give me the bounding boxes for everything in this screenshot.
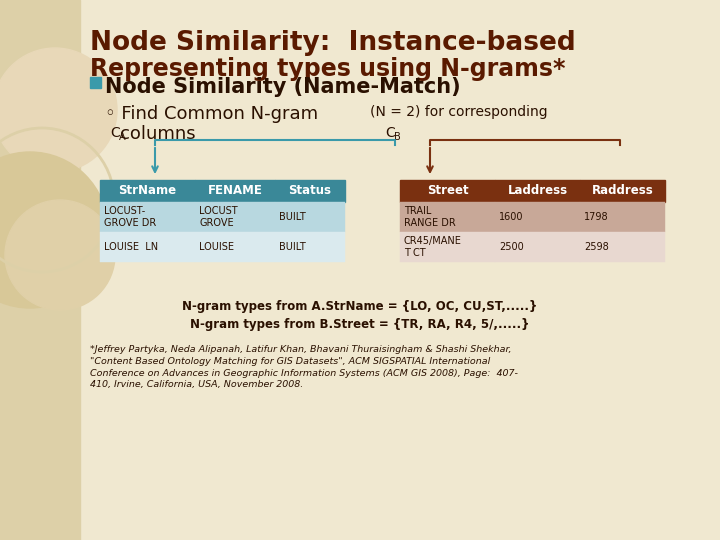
Text: 1600: 1600 (499, 212, 523, 222)
Bar (100, 180, 195, 202)
Circle shape (0, 48, 117, 172)
Text: columns: columns (120, 125, 196, 143)
Text: Laddress: Laddress (508, 185, 567, 198)
Text: N-gram types from A.StrName = {LO, OC, CU,ST,.....}: N-gram types from A.StrName = {LO, OC, C… (182, 300, 538, 313)
Bar (90, 77, 101, 88)
Bar (495, 202, 580, 232)
Text: TRAIL
RANGE DR: TRAIL RANGE DR (404, 206, 456, 228)
Bar (580, 202, 665, 232)
Bar (100, 232, 195, 262)
Text: Node Similarity:  Instance-based: Node Similarity: Instance-based (90, 30, 576, 56)
Text: Representing types using N-grams*: Representing types using N-grams* (90, 57, 565, 81)
Text: ◦ Find Common N-gram: ◦ Find Common N-gram (105, 105, 324, 123)
Bar (275, 202, 345, 232)
Bar (495, 180, 580, 202)
Circle shape (0, 152, 108, 308)
Text: LOCUST
GROVE: LOCUST GROVE (199, 206, 238, 228)
Bar (195, 180, 275, 202)
Bar (400, 202, 495, 232)
Text: BUILT: BUILT (279, 242, 306, 252)
Text: LOUISE  LN: LOUISE LN (104, 242, 158, 252)
Text: FENAME: FENAME (207, 185, 262, 198)
Bar (400, 232, 495, 262)
Text: Status: Status (289, 185, 331, 198)
Text: N-gram types from B.Street = {TR, RA, R4, 5/,.....}: N-gram types from B.Street = {TR, RA, R4… (190, 318, 530, 331)
Bar (0, 0, 80, 540)
Text: LOCUST-
GROVE DR: LOCUST- GROVE DR (104, 206, 156, 228)
Text: 2598: 2598 (584, 242, 608, 252)
Text: *Jeffrey Partyka, Neda Alipanah, Latifur Khan, Bhavani Thuraisingham & Shashi Sh: *Jeffrey Partyka, Neda Alipanah, Latifur… (90, 345, 518, 389)
Bar (400, 180, 495, 202)
Text: LOUISE: LOUISE (199, 242, 234, 252)
Text: A: A (119, 132, 125, 142)
Text: 1798: 1798 (584, 212, 608, 222)
Circle shape (5, 200, 115, 310)
Text: Street: Street (427, 185, 468, 198)
Bar (580, 232, 665, 262)
Bar (100, 202, 195, 232)
Text: BUILT: BUILT (279, 212, 306, 222)
Text: (N = 2) for corresponding: (N = 2) for corresponding (370, 105, 548, 119)
Bar (580, 180, 665, 202)
Bar (495, 232, 580, 262)
Bar (195, 232, 275, 262)
Text: StrName: StrName (118, 185, 176, 198)
Text: Raddress: Raddress (592, 185, 653, 198)
Bar (195, 202, 275, 232)
Bar (275, 232, 345, 262)
Text: 2500: 2500 (499, 242, 523, 252)
Text: Node Similarity (Name-Match): Node Similarity (Name-Match) (105, 77, 461, 97)
Text: CR45/MANE
T CT: CR45/MANE T CT (404, 236, 462, 258)
Text: B: B (394, 132, 401, 142)
Text: C: C (385, 126, 395, 140)
Bar (275, 180, 345, 202)
Text: C: C (110, 126, 120, 140)
